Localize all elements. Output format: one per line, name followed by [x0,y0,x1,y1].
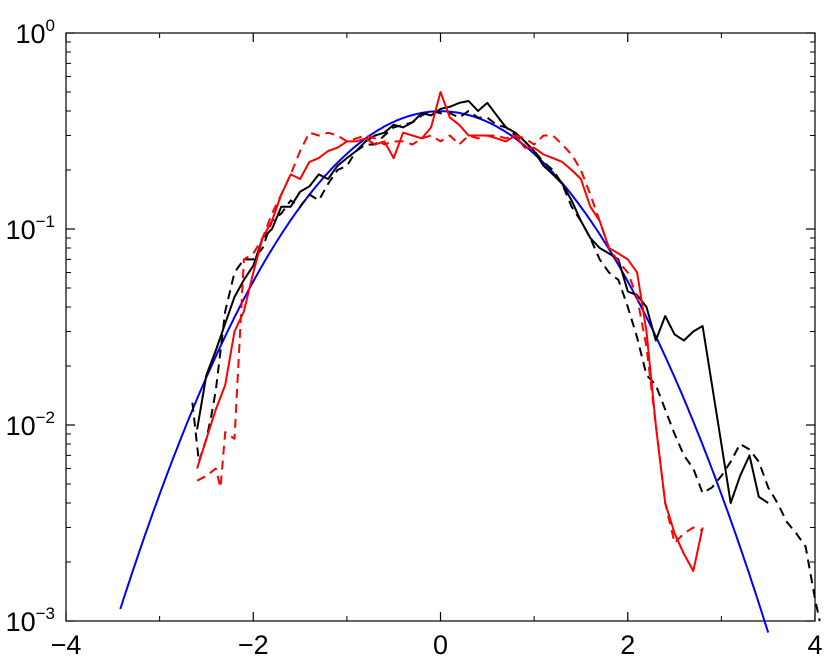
y-tick-exponent: −1 [36,212,55,231]
y-tick-label: 10−3 [6,604,55,637]
y-tick-base: 10 [6,215,36,245]
y-tick-exponent: −2 [36,408,55,427]
axis-ticks [65,32,816,622]
x-tick-label: 0 [433,630,448,660]
y-tick-label: 10−1 [6,212,55,245]
series-line-4 [196,131,703,544]
data-series [119,91,821,633]
y-tick-label: 100 [15,16,55,49]
x-tick-label: −2 [238,630,269,660]
y-tick-exponent: 0 [46,16,55,35]
y-tick-base: 10 [6,607,36,637]
series-line-2 [191,110,821,622]
series-line-3 [196,91,704,572]
x-tick-label: −4 [51,630,82,660]
y-tick-base: 10 [6,411,36,441]
y-tick-label: 10−2 [6,408,55,441]
y-tick-base: 10 [15,19,45,49]
series-line-1 [196,100,769,504]
gaussian-fit-line [119,110,770,633]
x-tick-label: 4 [807,630,822,660]
x-tick-label: 2 [620,630,635,660]
y-tick-exponent: −3 [36,604,55,623]
